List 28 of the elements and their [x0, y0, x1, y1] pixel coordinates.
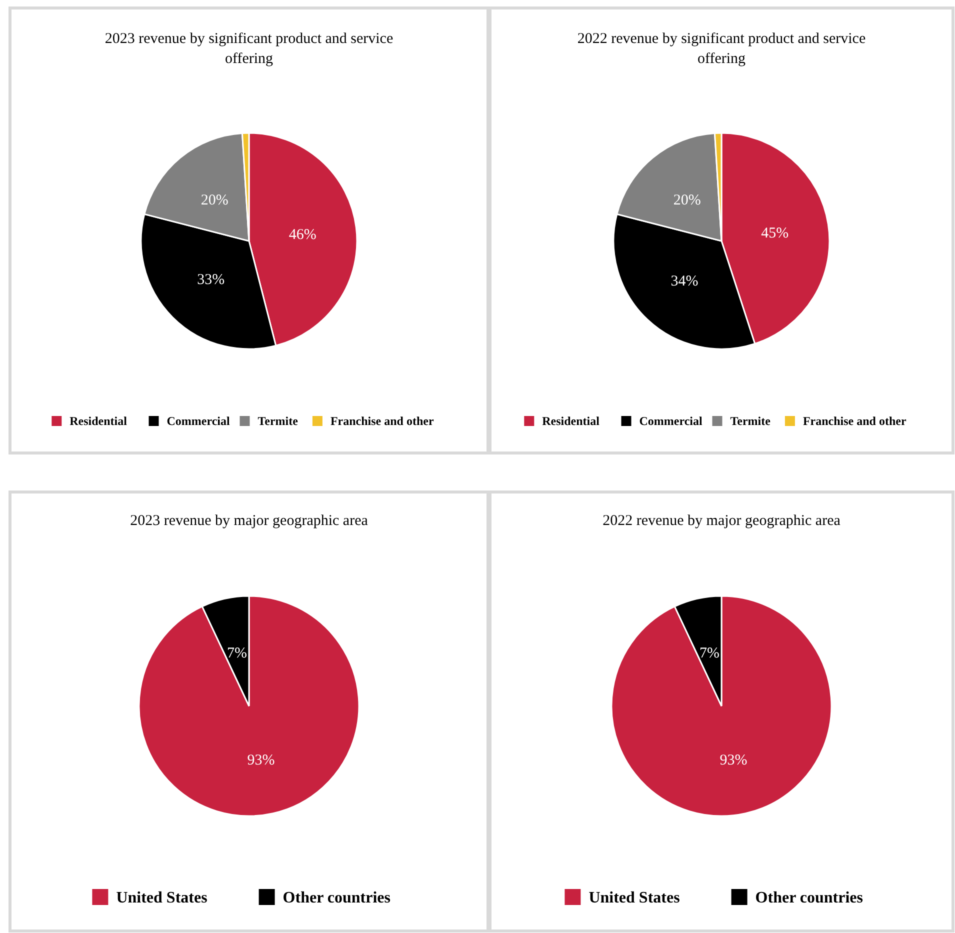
- chart-title: 2023 revenue by major geographic area: [130, 513, 368, 529]
- pie-slice: [610, 595, 832, 817]
- legend-label: Franchise and other: [802, 414, 907, 428]
- pie-slice: [138, 595, 360, 817]
- legend-label: Commercial: [166, 414, 231, 428]
- legend-label: Franchise and other: [330, 414, 434, 428]
- legend-label: Other countries: [282, 890, 390, 907]
- data-label: 20%: [673, 192, 701, 208]
- legend-label: Residential: [70, 414, 128, 428]
- legend-label: United States: [116, 890, 208, 907]
- chart-title: 2023 revenue by significant product and service offering: [104, 31, 394, 67]
- legend-label: United States: [588, 890, 680, 907]
- data-label: 20%: [200, 192, 228, 208]
- data-label: 46%: [288, 227, 316, 244]
- data-label: 7%: [227, 645, 247, 662]
- data-label: 93%: [247, 752, 275, 769]
- data-label: 7%: [700, 645, 720, 662]
- chart-title: 2022 revenue by major geographic area: [602, 513, 841, 529]
- data-label: 93%: [720, 752, 748, 769]
- data-label: 34%: [670, 273, 698, 290]
- data-label: 33%: [197, 272, 225, 288]
- legend-label: Other countries: [755, 890, 863, 907]
- legend-label: Termite: [730, 414, 772, 428]
- data-label: 45%: [761, 226, 789, 242]
- chart-title: 2022 revenue by significant product and service offering: [577, 31, 866, 67]
- legend-label: Termite: [258, 414, 299, 428]
- legend-label: Commercial: [639, 414, 704, 428]
- legend-label: Residential: [542, 414, 600, 428]
